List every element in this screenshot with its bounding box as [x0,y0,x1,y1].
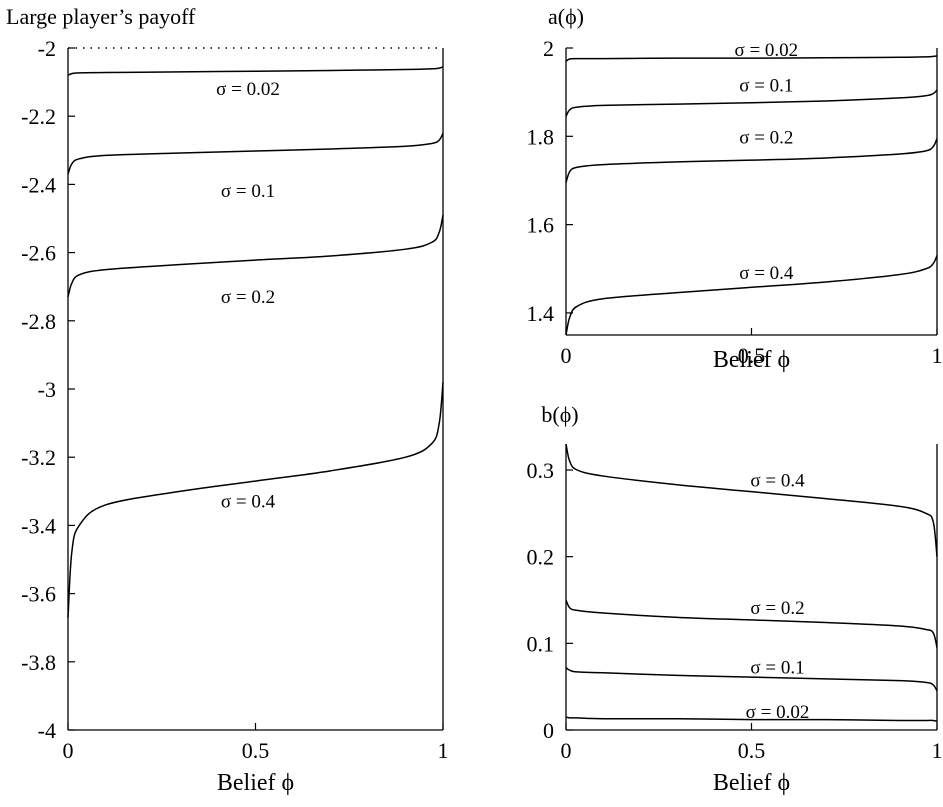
payoff-y-tick-label: -2.2 [21,104,56,129]
b-series-line [565,443,938,557]
payoff-y-tick-label: -2.6 [21,241,56,266]
payoff-series-line [67,214,444,298]
b-series-line [565,666,938,692]
payoff-series-line [67,132,444,175]
payoff-series-line [67,382,444,618]
a-series-line [565,89,938,117]
payoff-y-tick-label: -2.4 [21,172,56,197]
payoff-x-axis-label: Belief ϕ [217,770,294,796]
b-x-tick-label: 0 [561,738,572,763]
a-series-label: σ = 0.02 [734,40,798,61]
a-y-tick-label: 1.8 [527,124,555,149]
b-y-tick-label: 0.2 [527,545,555,570]
payoff-chart-title: Large player’s payoff [6,4,196,29]
payoff-x-tick-label: 0 [63,738,74,763]
a-y-tick-label: 2 [543,36,554,61]
payoff-series-line [67,66,444,76]
b-x-tick-label: 0.5 [738,738,766,763]
b-x-tick-label: 1 [932,738,943,763]
b-series-label: σ = 0.1 [750,658,804,679]
payoff-y-tick-label: -3.8 [21,650,56,675]
a-chart-title: a(ϕ) [548,4,584,29]
payoff-x-tick-label: 1 [438,738,449,763]
b-panel: b(ϕ) 0.3 0.2 0.1 00 0.5 1 Belief ϕ σ = 0.4 σ = 0.… [527,402,943,796]
a-series-line [565,255,938,336]
payoff-panel: Large player’s payoff -2 -2.2 -2.4 -2.6 -2.8 -… [6,4,449,796]
b-series-label: σ = 0.4 [750,470,805,491]
a-panel: a(ϕ) 2 1.8 1.6 1.40 0.5 1 Belief ϕ σ = 0.02 σ = 0… [527,4,943,373]
a-x-axis-label: Belief ϕ [713,347,790,373]
b-y-tick-label: 0.1 [527,631,555,656]
a-series-label: σ = 0.2 [739,128,793,149]
payoff-y-tick-label: -2.8 [21,309,56,334]
a-series-label: σ = 0.1 [739,76,793,97]
b-y-tick-label: 0.3 [527,458,555,483]
a-x-tick-label: 0.5 [738,343,766,368]
payoff-series-label: σ = 0.1 [221,181,275,202]
a-series-line [565,55,938,62]
b-y-tick-label: 0 [543,718,554,743]
a-x-tick-label: 0 [561,343,572,368]
a-y-tick-label: 1.6 [527,213,555,238]
payoff-y-tick-label: -3.6 [21,582,56,607]
b-x-axis-label: Belief ϕ [713,770,790,796]
b-series-label: σ = 0.02 [746,702,810,723]
payoff-y-tick-label: -3.2 [21,445,56,470]
payoff-y-tick-label: -3 [38,377,56,402]
b-series-line [565,716,938,723]
b-series-label: σ = 0.2 [750,598,804,619]
payoff-x-tick-label: 0.5 [242,738,270,763]
a-x-tick-label: 1 [932,343,943,368]
payoff-y-tick-label: -2 [38,36,56,61]
a-series-line [565,138,938,183]
b-chart-title: b(ϕ) [541,402,578,427]
payoff-y-tick-label: -4 [38,718,56,743]
payoff-series-label: σ = 0.2 [221,287,275,308]
a-y-tick-label: 1.4 [527,301,555,326]
payoff-y-tick-label: -3.4 [21,513,56,538]
a-series-label: σ = 0.4 [739,263,794,284]
payoff-series-label: σ = 0.4 [221,492,276,513]
payoff-series-label: σ = 0.02 [216,79,280,100]
b-series-line [565,599,938,648]
